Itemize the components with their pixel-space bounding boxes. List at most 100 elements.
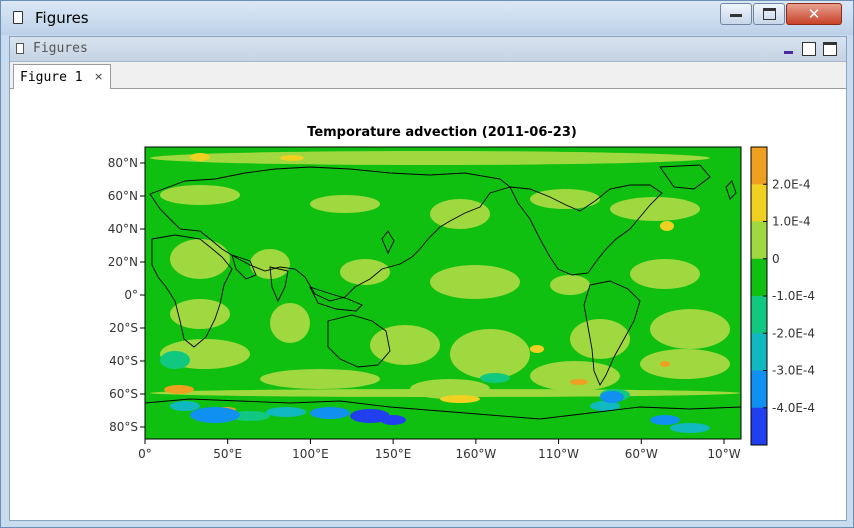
- document-icon: [13, 11, 23, 24]
- north-america-coastline: [509, 184, 663, 276]
- colorbar-label: 0: [772, 252, 780, 266]
- x-axis: 0° 50°E 100°E 150°E 160°W 110°W 60°W 10°W: [138, 439, 741, 461]
- contour-blob-yellow: [660, 221, 674, 231]
- contour-blob-light: [270, 303, 310, 343]
- africa-coastline: [151, 234, 233, 348]
- contour-blob-light: [170, 239, 230, 279]
- colorbar-segment: [751, 407, 767, 446]
- contour-blob-cyan: [670, 423, 710, 433]
- tab-close-icon[interactable]: ×: [94, 70, 104, 83]
- contour-blob-light: [250, 249, 290, 279]
- contour-blob-light: [430, 265, 520, 299]
- greenland-coastline: [659, 164, 711, 190]
- contour-blob-light: [340, 259, 390, 285]
- colorbar-segment: [751, 147, 767, 185]
- arabia-coastline: [231, 254, 257, 280]
- colorbar-label: -1.0E-4: [772, 289, 815, 303]
- contour-blob-light: [550, 275, 590, 295]
- window-title: Figures: [35, 9, 89, 27]
- x-tick-label: 60°W: [625, 447, 658, 461]
- contour-blob-cyan: [266, 407, 306, 417]
- japan-coastline: [381, 230, 395, 255]
- x-tick-label: 100°E: [292, 447, 329, 461]
- y-tick-label: 0°: [124, 288, 138, 302]
- y-tick-label: 20°S: [109, 321, 138, 335]
- australia-coastline: [327, 314, 391, 368]
- y-tick-label: 80°S: [109, 420, 138, 434]
- close-icon: ✕: [807, 5, 821, 23]
- panel-header: Figures: [10, 37, 846, 62]
- y-tick-label: 40°N: [108, 222, 138, 236]
- contour-blob-yellow: [190, 153, 210, 161]
- contour-blob-light: [170, 299, 230, 329]
- contour-blob-yellow: [530, 345, 544, 353]
- y-tick-label: 80°N: [108, 156, 138, 170]
- x-tick-label: 0°: [138, 447, 152, 461]
- figure-canvas[interactable]: Temporature advection (2011-06-23): [10, 89, 846, 520]
- contour-blob-teal: [480, 373, 510, 383]
- y-tick-label: 60°N: [108, 189, 138, 203]
- contour-blob-orange: [570, 379, 588, 385]
- colorbar-label: -3.0E-4: [772, 364, 815, 378]
- panel-minimize-button[interactable]: [783, 42, 797, 56]
- minimize-icon: [784, 51, 793, 54]
- contour-blob-deep-blue: [380, 415, 406, 425]
- colorbar: 2.0E-4 1.0E-4 0 -1.0E-4 -2.0E-4 -3.0E-4 -4.0E-…: [750, 146, 815, 446]
- contour-blob-light: [430, 199, 490, 229]
- coastlines: [145, 164, 741, 420]
- title-bar[interactable]: Figures ✕: [1, 1, 853, 35]
- contour-blob-light: [160, 185, 240, 205]
- y-tick-label: 20°N: [108, 255, 138, 269]
- figures-panel: Figures Figure 1 × Temporature advection…: [9, 36, 847, 521]
- x-tick-label: 50°E: [213, 447, 242, 461]
- panel-undock-button[interactable]: [802, 42, 816, 56]
- x-tick-label: 150°E: [375, 447, 412, 461]
- colorbar-label: -2.0E-4: [772, 326, 815, 340]
- contour-blob-blue: [600, 391, 624, 403]
- chart-svg: Temporature advection (2011-06-23): [108, 125, 815, 461]
- contour-blob-light: [150, 389, 740, 397]
- contour-blob-light: [450, 329, 530, 379]
- contour-blob-yellow: [280, 155, 304, 161]
- colorbar-segment: [751, 333, 767, 371]
- colorbar-segment: [751, 258, 767, 297]
- contour-blob-blue: [190, 407, 240, 423]
- contour-blob-deep-blue: [350, 409, 390, 423]
- contour-blob-light: [150, 151, 710, 165]
- contour-blob-light: [610, 197, 700, 221]
- maximize-icon: [762, 8, 776, 20]
- contour-blob-light: [640, 349, 730, 379]
- contour-blob-blue: [650, 415, 680, 425]
- close-button[interactable]: ✕: [786, 3, 842, 25]
- antarctica-coastline: [145, 398, 741, 420]
- tab-figure-1[interactable]: Figure 1 ×: [13, 64, 111, 89]
- x-tick-label: 10°W: [707, 447, 740, 461]
- contour-blob-light: [260, 369, 380, 389]
- contour-blob-teal: [160, 351, 190, 369]
- contour-blob-teal: [230, 411, 270, 421]
- contour-blob-light: [310, 195, 380, 213]
- contour-blob-light: [650, 309, 730, 349]
- contour-blob-light: [530, 361, 620, 391]
- colorbar-label: 1.0E-4: [772, 215, 811, 229]
- uk-coastline: [725, 180, 737, 200]
- minimize-icon: [730, 14, 742, 17]
- maximize-button[interactable]: [753, 3, 785, 25]
- colorbar-segment: [751, 296, 767, 334]
- contour-blobs: [150, 151, 740, 433]
- x-tick-label: 110°W: [538, 447, 579, 461]
- south-america-coastline: [583, 280, 641, 386]
- tab-label: Figure 1: [20, 70, 83, 85]
- map-frame: [144, 146, 742, 440]
- minimize-button[interactable]: [720, 3, 752, 25]
- contour-blob-light: [630, 259, 700, 289]
- india-coastline: [269, 266, 289, 303]
- chart-title: Temporature advection (2011-06-23): [307, 125, 577, 140]
- contour-blob-cyan: [590, 401, 620, 411]
- panel-maximize-button[interactable]: [823, 42, 837, 56]
- y-tick-label: 60°S: [109, 387, 138, 401]
- contour-blob-cyan: [170, 401, 200, 411]
- contour-blob-light: [370, 325, 440, 365]
- document-icon: [16, 43, 24, 54]
- colorbar-segment: [751, 184, 767, 222]
